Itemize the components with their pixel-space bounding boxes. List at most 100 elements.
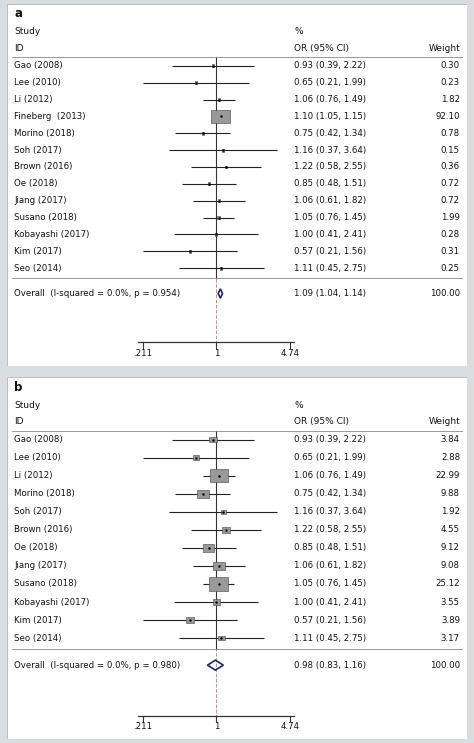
Text: 1.09 (1.04, 1.14): 1.09 (1.04, 1.14)	[294, 289, 366, 298]
Text: Jiang (2017): Jiang (2017)	[14, 196, 66, 205]
Text: 9.88: 9.88	[441, 490, 460, 499]
Text: Susano (2018): Susano (2018)	[14, 580, 77, 588]
Text: 1.11 (0.45, 2.75): 1.11 (0.45, 2.75)	[294, 634, 366, 643]
Text: .211: .211	[133, 348, 152, 357]
Text: Kim (2017): Kim (2017)	[14, 615, 62, 625]
Bar	[220, 267, 222, 270]
Text: Weight: Weight	[428, 44, 460, 53]
Text: Gao (2008): Gao (2008)	[14, 435, 63, 444]
Bar	[225, 166, 227, 169]
Text: 2.88: 2.88	[441, 453, 460, 462]
Text: 0.57 (0.21, 1.56): 0.57 (0.21, 1.56)	[294, 615, 366, 625]
Text: 1.00 (0.41, 2.41): 1.00 (0.41, 2.41)	[294, 597, 366, 606]
Text: 0.65 (0.21, 1.99): 0.65 (0.21, 1.99)	[294, 453, 366, 462]
Bar	[221, 510, 226, 513]
Text: Lee (2010): Lee (2010)	[14, 78, 61, 87]
Text: 1.16 (0.37, 3.64): 1.16 (0.37, 3.64)	[294, 507, 366, 516]
Text: 1.05 (0.76, 1.45): 1.05 (0.76, 1.45)	[294, 213, 366, 222]
Text: 1.06 (0.61, 1.82): 1.06 (0.61, 1.82)	[294, 196, 366, 205]
Text: Morino (2018): Morino (2018)	[14, 129, 75, 137]
Text: Weight: Weight	[428, 417, 460, 426]
Text: 3.84: 3.84	[441, 435, 460, 444]
Text: 4.55: 4.55	[441, 525, 460, 534]
Text: 1.05 (0.76, 1.45): 1.05 (0.76, 1.45)	[294, 580, 366, 588]
Text: ID: ID	[14, 44, 24, 53]
Text: %: %	[294, 27, 303, 36]
Text: 0.28: 0.28	[441, 230, 460, 239]
Text: 22.99: 22.99	[436, 471, 460, 480]
Bar	[222, 149, 224, 152]
Bar	[203, 544, 214, 552]
Text: 0.30: 0.30	[441, 61, 460, 71]
Bar	[197, 490, 209, 498]
Bar	[218, 199, 220, 202]
Text: 0.78: 0.78	[441, 129, 460, 137]
Text: 1.22 (0.58, 2.55): 1.22 (0.58, 2.55)	[294, 163, 366, 172]
Text: Oe (2018): Oe (2018)	[14, 543, 57, 552]
Text: Fineberg  (2013): Fineberg (2013)	[14, 112, 85, 121]
Text: 0.72: 0.72	[441, 196, 460, 205]
Text: 1.06 (0.76, 1.49): 1.06 (0.76, 1.49)	[294, 95, 366, 104]
Text: 1.00 (0.41, 2.41): 1.00 (0.41, 2.41)	[294, 230, 366, 239]
Bar	[192, 455, 199, 460]
Text: Kobayashi (2017): Kobayashi (2017)	[14, 230, 90, 239]
Bar	[202, 132, 204, 134]
Text: Oe (2018): Oe (2018)	[14, 179, 57, 189]
Text: Overall  (I-squared = 0.0%, p = 0.954): Overall (I-squared = 0.0%, p = 0.954)	[14, 289, 180, 298]
FancyBboxPatch shape	[7, 377, 467, 739]
Text: 0.75 (0.42, 1.34): 0.75 (0.42, 1.34)	[294, 129, 366, 137]
Text: Brown (2016): Brown (2016)	[14, 525, 73, 534]
Text: %: %	[294, 400, 303, 409]
Bar	[215, 233, 217, 236]
Text: Li (2012): Li (2012)	[14, 95, 53, 104]
Text: 1.92: 1.92	[441, 507, 460, 516]
Text: Susano (2018): Susano (2018)	[14, 213, 77, 222]
Text: 0.98 (0.83, 1.16): 0.98 (0.83, 1.16)	[294, 661, 366, 669]
Text: 0.75 (0.42, 1.34): 0.75 (0.42, 1.34)	[294, 490, 366, 499]
Text: OR (95% CI): OR (95% CI)	[294, 417, 349, 426]
Text: 0.65 (0.21, 1.99): 0.65 (0.21, 1.99)	[294, 78, 366, 87]
Text: 92.10: 92.10	[436, 112, 460, 121]
Text: 1.11 (0.45, 2.75): 1.11 (0.45, 2.75)	[294, 264, 366, 273]
Text: 1.99: 1.99	[441, 213, 460, 222]
Text: Seo (2014): Seo (2014)	[14, 264, 62, 273]
Text: Lee (2010): Lee (2010)	[14, 453, 61, 462]
Text: Kim (2017): Kim (2017)	[14, 247, 62, 256]
Text: 0.57 (0.21, 1.56): 0.57 (0.21, 1.56)	[294, 247, 366, 256]
Text: 1.82: 1.82	[441, 95, 460, 104]
Text: 3.55: 3.55	[441, 597, 460, 606]
Text: 4.74: 4.74	[280, 348, 300, 357]
Text: 0.85 (0.48, 1.51): 0.85 (0.48, 1.51)	[294, 179, 366, 189]
Text: .211: .211	[133, 722, 152, 731]
Text: ID: ID	[14, 417, 24, 426]
Text: Morino (2018): Morino (2018)	[14, 490, 75, 499]
Text: Jiang (2017): Jiang (2017)	[14, 562, 66, 571]
Bar	[213, 600, 220, 605]
Text: Li (2012): Li (2012)	[14, 471, 53, 480]
Text: OR (95% CI): OR (95% CI)	[294, 44, 349, 53]
Text: Kobayashi (2017): Kobayashi (2017)	[14, 597, 90, 606]
Text: 3.89: 3.89	[441, 615, 460, 625]
Text: 0.31: 0.31	[441, 247, 460, 256]
Bar	[208, 183, 210, 185]
Bar	[189, 250, 191, 253]
Text: 1.10 (1.05, 1.15): 1.10 (1.05, 1.15)	[294, 112, 366, 121]
Text: 0.36: 0.36	[441, 163, 460, 172]
Text: Brown (2016): Brown (2016)	[14, 163, 73, 172]
Text: 100.00: 100.00	[430, 289, 460, 298]
Text: Seo (2014): Seo (2014)	[14, 634, 62, 643]
Text: Overall  (I-squared = 0.0%, p = 0.980): Overall (I-squared = 0.0%, p = 0.980)	[14, 661, 180, 669]
Bar	[222, 527, 230, 533]
Text: 1.22 (0.58, 2.55): 1.22 (0.58, 2.55)	[294, 525, 366, 534]
Bar	[186, 617, 193, 623]
Bar	[218, 98, 220, 101]
Bar	[213, 562, 225, 570]
Text: 4.74: 4.74	[280, 722, 300, 731]
Bar	[209, 577, 228, 591]
Text: Soh (2017): Soh (2017)	[14, 507, 62, 516]
Text: 1.06 (0.61, 1.82): 1.06 (0.61, 1.82)	[294, 562, 366, 571]
Text: 0.25: 0.25	[441, 264, 460, 273]
Text: 9.08: 9.08	[441, 562, 460, 571]
Text: 25.12: 25.12	[435, 580, 460, 588]
Text: 0.93 (0.39, 2.22): 0.93 (0.39, 2.22)	[294, 61, 366, 71]
